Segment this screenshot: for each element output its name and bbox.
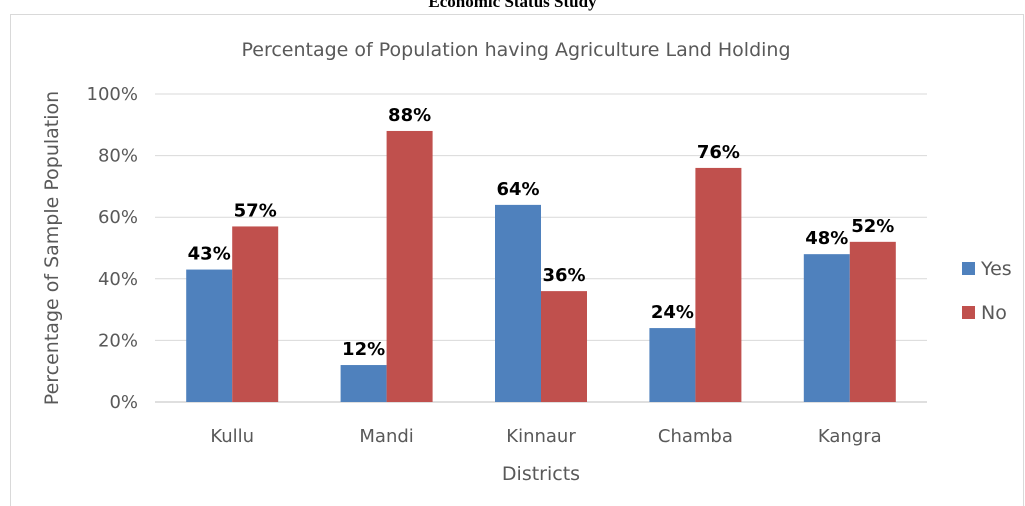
y-tick-label: 0%	[109, 392, 138, 413]
chart-title: Percentage of Population having Agricult…	[241, 39, 790, 61]
data-label: 24%	[651, 302, 694, 323]
bar-no-kullu	[232, 226, 279, 402]
bar-yes-kinnaur	[495, 204, 541, 402]
data-label: 43%	[188, 244, 231, 265]
y-tick-label: 100%	[87, 84, 138, 105]
bar-yes-kullu	[186, 269, 233, 402]
x-tick-label: Kangra	[818, 426, 882, 447]
x-tick-label: Chamba	[658, 426, 733, 447]
legend-label-no: No	[981, 302, 1007, 324]
y-tick-label: 60%	[98, 207, 138, 228]
x-tick-label: Mandi	[359, 426, 413, 447]
bar-yes-kangra	[803, 254, 850, 402]
x-axis-title: Districts	[502, 463, 580, 485]
data-label: 88%	[388, 105, 431, 126]
page-header: Economic Status Study	[428, 0, 597, 11]
bar-no-chamba	[695, 167, 742, 402]
data-label: 12%	[342, 339, 385, 360]
data-label: 57%	[234, 200, 277, 221]
y-tick-label: 40%	[98, 269, 138, 290]
bar-no-kangra	[849, 241, 896, 402]
bar-no-mandi	[386, 130, 433, 402]
legend-swatch-no	[962, 306, 975, 319]
data-label: 52%	[851, 216, 894, 237]
bar-yes-chamba	[649, 328, 696, 402]
y-tick-label: 80%	[98, 146, 138, 167]
x-tick-label: Kinnaur	[506, 426, 576, 447]
legend-swatch-yes	[962, 262, 975, 275]
data-label: 36%	[542, 265, 585, 286]
x-tick-label: Kullu	[210, 426, 254, 447]
data-label: 64%	[496, 179, 539, 200]
legend-label-yes: Yes	[980, 258, 1012, 280]
y-tick-label: 20%	[98, 330, 138, 351]
data-label: 76%	[697, 142, 740, 163]
bar-no-kinnaur	[541, 291, 587, 402]
y-axis-title: Percentage of Sample Population	[41, 91, 63, 405]
data-label: 48%	[805, 228, 848, 249]
bar-yes-mandi	[340, 365, 387, 402]
